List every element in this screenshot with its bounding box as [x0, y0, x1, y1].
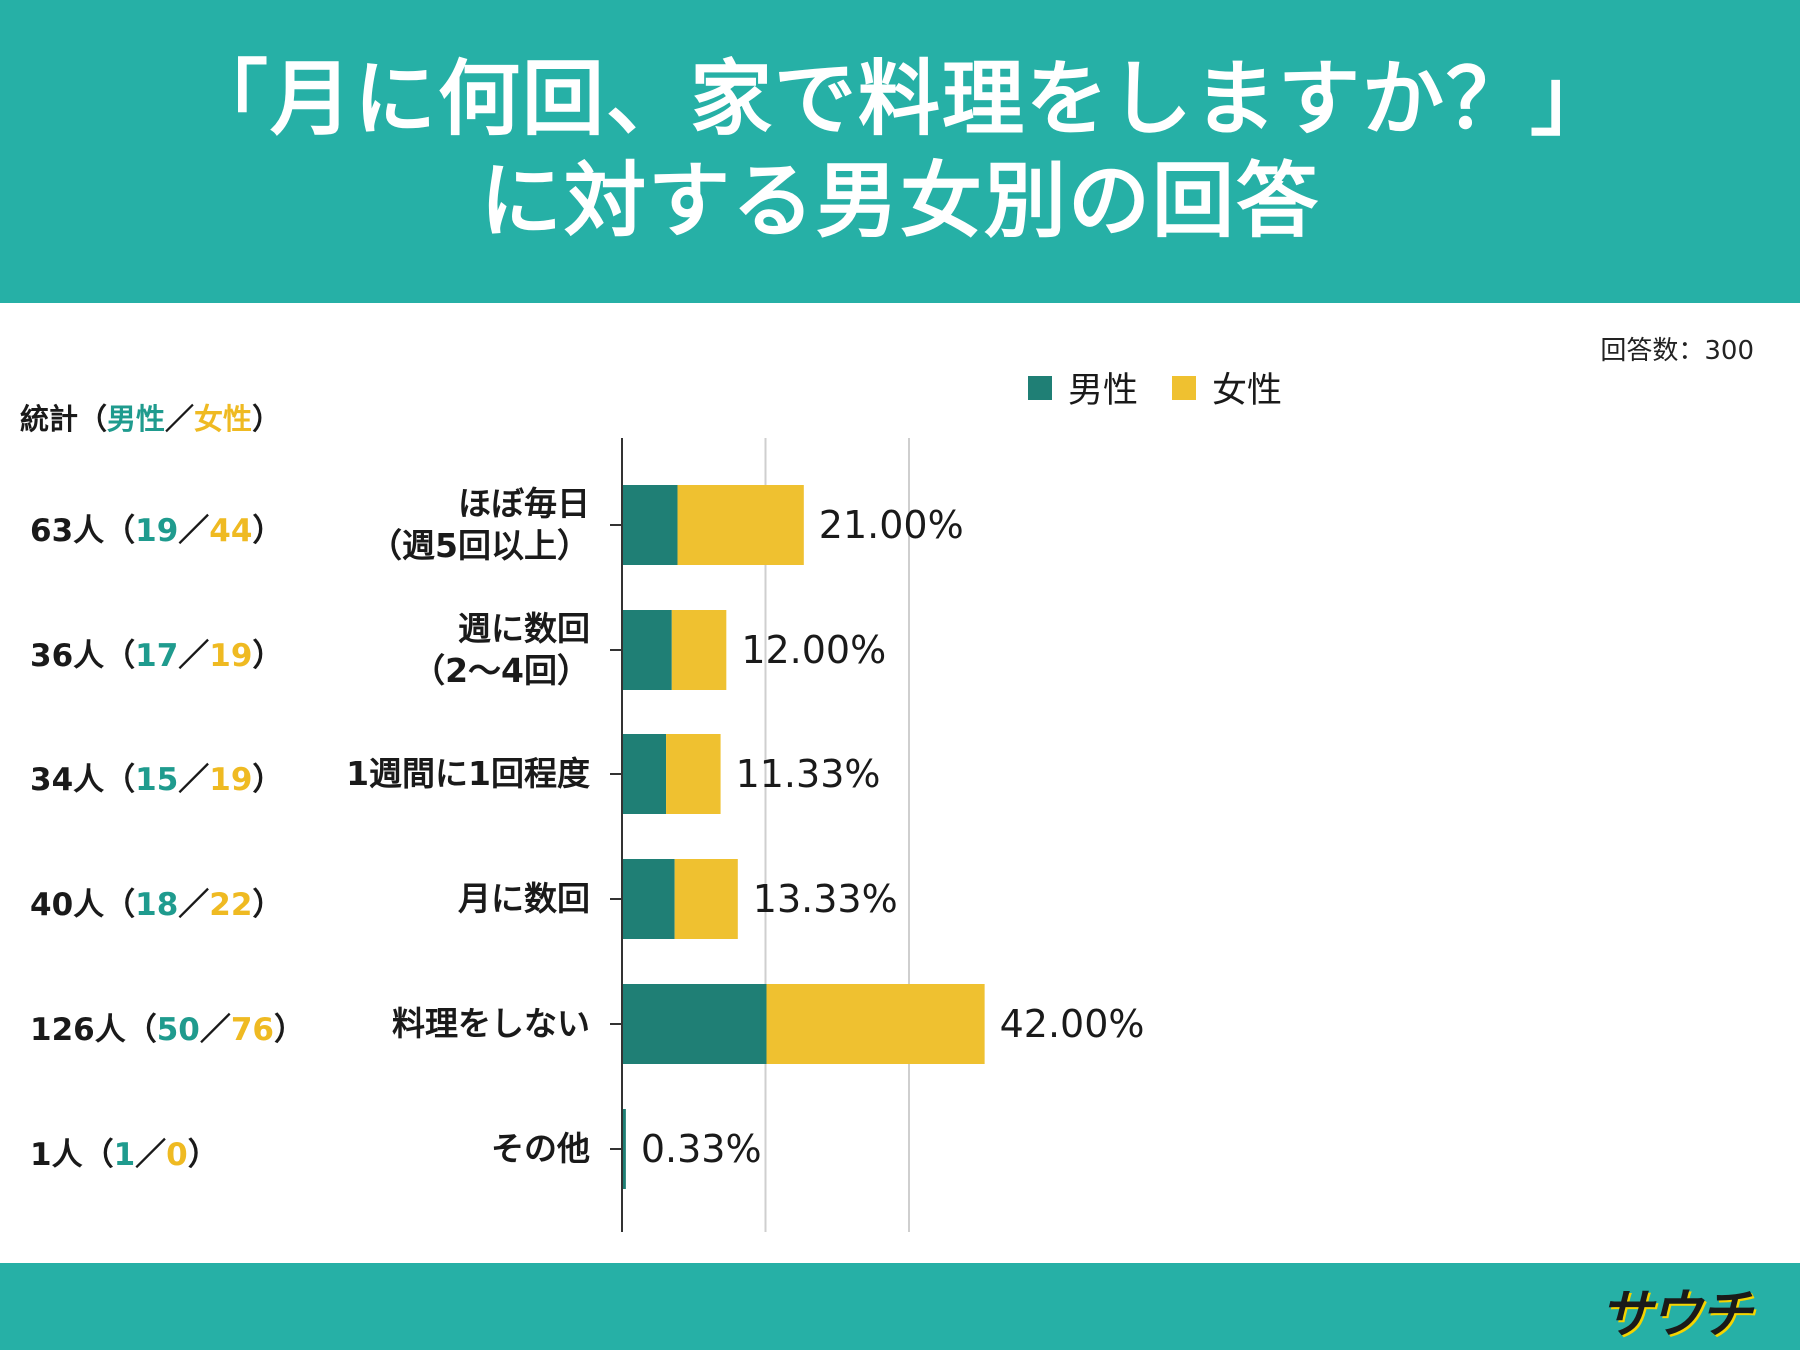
bar-male-3: [623, 859, 675, 939]
stat-sep: ／: [178, 638, 210, 674]
stat-row-0: 63人（19／44）: [30, 505, 283, 550]
stat-male: 50: [156, 1012, 200, 1048]
bar-female-1: [671, 610, 727, 690]
stat-end: ）: [187, 1137, 219, 1173]
bar-chart: 21.00% 12.00% 11.33% 13.33% 42.00% 0.33%: [610, 438, 1145, 1232]
stat-row-1: 36人（17／19）: [30, 630, 283, 675]
stats-heading-suffix: ）: [252, 402, 282, 436]
stat-male: 17: [135, 638, 179, 674]
stat-female: 19: [209, 638, 253, 674]
stats-heading: 統計（男性／女性）: [20, 396, 281, 438]
stat-female: 19: [209, 762, 253, 798]
bar-female-0: [677, 485, 804, 565]
stat-total: 1人（: [30, 1137, 114, 1173]
stat-sep: ／: [178, 762, 210, 798]
bar-male-4: [623, 984, 767, 1064]
bar-male-0: [623, 485, 678, 565]
respondent-count: 回答数：300: [1600, 336, 1754, 366]
stat-male: 15: [135, 762, 179, 798]
brand-logo: サウチ: [1599, 1285, 1752, 1345]
stats-heading-male: 男性: [107, 402, 166, 436]
stat-sep: ／: [178, 887, 210, 923]
category-label-5: その他: [491, 1129, 590, 1168]
data-label-2: 11.33%: [736, 752, 881, 796]
bar-male-1: [623, 610, 672, 690]
stat-sep: ／: [135, 1137, 167, 1173]
stat-end: ）: [252, 887, 284, 923]
stats-heading-sep: ／: [165, 402, 195, 436]
data-label-4: 42.00%: [1000, 1002, 1145, 1046]
stat-male: 1: [113, 1137, 136, 1173]
bar-female-4: [766, 984, 985, 1064]
chart-title-line2: に対する男女別の回答: [479, 154, 1320, 249]
category-label-2: 1週間に1回程度: [346, 754, 590, 793]
stat-female: 22: [209, 887, 253, 923]
legend-label-female: 女性: [1212, 371, 1283, 411]
bar-male-2: [623, 734, 667, 814]
stat-row-2: 34人（15／19）: [30, 754, 283, 799]
stat-sep: ／: [178, 513, 210, 549]
data-label-0: 21.00%: [819, 503, 964, 547]
stat-row-4: 126人（50／76）: [30, 1004, 305, 1049]
data-label-5: 0.33%: [641, 1127, 762, 1171]
category-label-3: 月に数回: [458, 879, 590, 918]
data-label-3: 13.33%: [753, 877, 898, 921]
stat-end: ）: [252, 638, 284, 674]
category-label-0: ほぼ毎日 （週5回以上）: [369, 484, 590, 565]
stat-end: ）: [252, 762, 284, 798]
stat-female: 0: [166, 1137, 188, 1173]
header-banner: 「月に何回、家で料理をしますか？」 に対する男女別の回答: [0, 0, 1800, 303]
stat-total: 36人（: [30, 638, 136, 674]
legend-item-female: 女性: [1172, 362, 1282, 413]
category-label-4: 料理をしない: [392, 1004, 590, 1043]
bar-female-3: [674, 859, 738, 939]
stat-male: 19: [135, 513, 179, 549]
stat-total: 63人（: [30, 513, 136, 549]
stats-heading-prefix: 統計（: [20, 402, 108, 436]
legend-label-male: 男性: [1068, 371, 1139, 411]
bar-female-2: [666, 734, 721, 814]
legend: 男性 女性: [1028, 362, 1316, 413]
stat-sep: ／: [199, 1012, 231, 1048]
stat-female: 44: [209, 513, 253, 549]
stat-total: 40人（: [30, 887, 136, 923]
stat-row-5: 1人（1／0）: [30, 1129, 219, 1174]
legend-swatch-male: [1028, 375, 1052, 400]
stat-male: 18: [135, 887, 179, 923]
legend-item-male: 男性: [1028, 362, 1138, 413]
stat-total: 34人（: [30, 762, 136, 798]
legend-swatch-female: [1172, 375, 1197, 400]
stat-end: ）: [274, 1012, 305, 1048]
chart-title-line1: 「月に何回、家で料理をしますか？」: [185, 52, 1614, 147]
stat-total: 126人（: [30, 1012, 157, 1048]
stat-row-3: 40人（18／22）: [30, 879, 283, 924]
footer-banner: [0, 1263, 1800, 1350]
stat-end: ）: [252, 513, 284, 549]
bar-male-5: [623, 1109, 626, 1189]
data-label-1: 12.00%: [741, 628, 886, 672]
category-label-1: 週に数回 （2〜4回）: [412, 609, 590, 690]
stats-heading-female: 女性: [194, 402, 253, 436]
stat-female: 76: [230, 1012, 274, 1048]
